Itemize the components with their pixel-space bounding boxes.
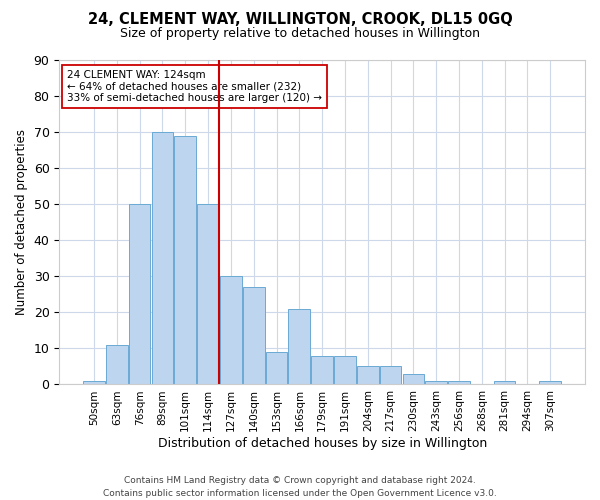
Bar	[197, 204, 219, 384]
Bar	[83, 381, 105, 384]
Bar	[403, 374, 424, 384]
Bar	[289, 309, 310, 384]
Bar	[266, 352, 287, 384]
Bar	[334, 356, 356, 384]
Y-axis label: Number of detached properties: Number of detached properties	[15, 129, 28, 315]
Bar	[175, 136, 196, 384]
Bar	[152, 132, 173, 384]
Bar	[494, 381, 515, 384]
Bar	[448, 381, 470, 384]
X-axis label: Distribution of detached houses by size in Willington: Distribution of detached houses by size …	[158, 437, 487, 450]
Bar	[220, 276, 242, 384]
Text: Contains HM Land Registry data © Crown copyright and database right 2024.
Contai: Contains HM Land Registry data © Crown c…	[103, 476, 497, 498]
Bar	[129, 204, 151, 384]
Bar	[539, 381, 561, 384]
Bar	[380, 366, 401, 384]
Bar	[243, 287, 265, 384]
Text: 24, CLEMENT WAY, WILLINGTON, CROOK, DL15 0GQ: 24, CLEMENT WAY, WILLINGTON, CROOK, DL15…	[88, 12, 512, 28]
Bar	[425, 381, 447, 384]
Text: Size of property relative to detached houses in Willington: Size of property relative to detached ho…	[120, 28, 480, 40]
Bar	[357, 366, 379, 384]
Bar	[311, 356, 333, 384]
Text: 24 CLEMENT WAY: 124sqm
← 64% of detached houses are smaller (232)
33% of semi-de: 24 CLEMENT WAY: 124sqm ← 64% of detached…	[67, 70, 322, 103]
Bar	[106, 345, 128, 385]
